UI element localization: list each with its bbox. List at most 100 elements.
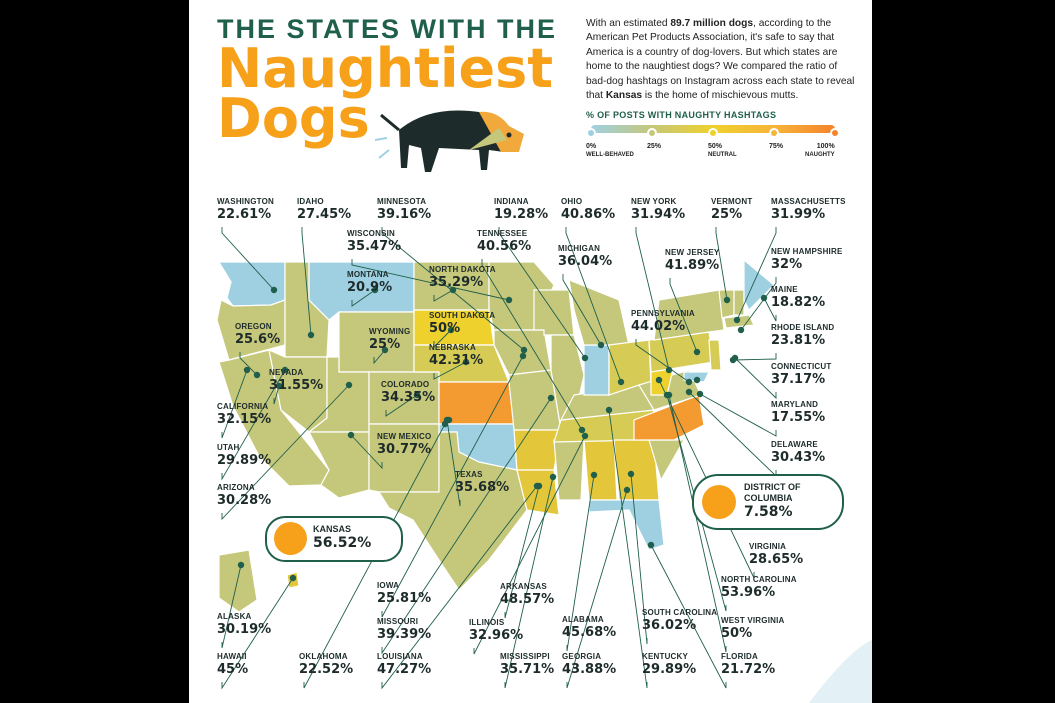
state-name: MARYLAND [771,400,819,409]
paw-icon [547,394,555,402]
paw-icon [520,346,528,354]
state-value: 35.47% [347,239,402,254]
state-label: VERMONT 25% [711,197,752,222]
state-name: PENNSYLVANIA [631,309,695,318]
legend-tick-label: 25% [647,143,662,150]
state-value: 27.45% [297,207,352,222]
state-name: VERMONT [711,197,753,206]
state-label: MONTANA 20.9% [347,270,392,295]
state-label: NEBRASKA 42.31% [429,343,483,368]
state-name: INDIANA [494,197,529,206]
dc-callout-name: DISTRICT OF COLUMBIA [744,482,801,503]
state-name: NEBRASKA [429,343,476,352]
legend-title: % OF POSTS WITH NAUGHTY HASHTAGS [586,110,777,120]
leader-line [385,394,418,417]
paw-icon [647,541,655,549]
leader-line [433,361,467,380]
state-label: KENTUCKY 29.89% [642,652,696,677]
state-label: VIRGINIA 28.65% [749,542,803,567]
paw-icon [760,294,768,302]
state-name: RHODE ISLAND [771,323,835,332]
dog-illustration [374,110,524,172]
paw-icon [519,352,527,360]
leader-line [732,353,777,361]
legend-tick-marker [647,128,657,138]
state-name: MICHIGAN [558,244,601,253]
state-label: IOWA 25.81% [377,581,431,606]
state-name: KENTUCKY [642,652,689,661]
infographic-poster: THE STATES WITH THE Naughtiest Dogs With… [189,0,872,703]
state-name: MINNESOTA [377,197,427,206]
leader-line [381,355,524,618]
leader-line [221,577,294,690]
state-label: IDAHO 27.45% [297,197,351,222]
state-value: 32.96% [469,628,524,643]
state-name: WYOMING [369,327,411,336]
kansas-callout-name: KANSAS [313,524,352,534]
leader-line [736,227,777,321]
state-label: ALASKA 30.19% [217,612,271,637]
state-label: NORTH DAKOTA 35.29% [429,265,496,290]
paw-icon [693,376,701,384]
state-name: NORTH CAROLINA [721,575,797,584]
state-value: 19.28% [494,207,549,222]
state-label: UTAH 29.89% [217,443,271,468]
title-line-1: THE STATES WITH THE [217,14,557,44]
paw-icon [462,358,470,366]
map-new-jersey [708,339,722,371]
leader-line [221,369,248,439]
state-name: MAINE [771,285,798,294]
state-name: CALIFORNIA [217,402,269,411]
leader-line [303,423,446,689]
state-label: CONNECTICUT 37.17% [771,362,831,387]
paw-icon [347,431,355,439]
leader-line [498,227,586,359]
state-label: FLORIDA 21.72% [721,652,775,677]
state-label: MASSACHUSETTS 31.99% [771,197,846,222]
leader-line [688,391,777,478]
state-label: NEVADA 31.55% [269,368,323,393]
paw-icon [447,326,455,334]
leader-line [301,227,312,336]
leader-line [630,473,648,645]
state-value: 35.68% [455,480,510,495]
map-shapes [216,258,775,613]
state-label: NEW HAMPSHIRE 32% [771,247,843,272]
state-label: ARIZONA 30.28% [217,483,271,508]
state-value: 45.68% [562,625,617,640]
state-label: MISSOURI 39.39% [377,617,431,642]
state-label: ARKANSAS 48.57% [500,582,554,607]
state-name: ARIZONA [217,483,255,492]
us-map [216,227,872,703]
state-value: 36.02% [642,618,697,633]
leader-line [566,474,595,652]
leader-line [504,476,554,689]
map-alaska [218,549,258,613]
state-label: MINNESOTA 39.16% [377,197,431,222]
leader-line [473,435,586,655]
state-value: 28.65% [749,552,804,567]
state-label: OREGON 25.6% [235,322,280,347]
state-label: NEW JERSEY 41.89% [665,248,719,273]
state-value: 39.16% [377,207,432,222]
state-value: 18.82% [771,295,826,310]
paw-icon [597,341,605,349]
state-label: WASHINGTON 22.61% [217,197,274,222]
paw-icon [685,388,693,396]
state-label: MICHIGAN 36.04% [558,244,612,269]
paw-icon [623,486,631,494]
state-value: 22.52% [299,662,354,677]
state-value: 20.9% [347,280,393,295]
paw-icon [590,471,598,479]
state-label: ILLINOIS 32.96% [469,618,523,643]
paw-icon [533,482,541,490]
map-indiana [583,344,610,396]
map-michigan [568,279,630,346]
state-value: 21.72% [721,662,776,677]
state-label: ALABAMA 45.68% [562,615,616,640]
state-label: NEW YORK 31.94% [631,197,685,222]
state-name: GEORGIA [562,652,602,661]
state-value: 35.71% [500,662,555,677]
paw-icon [289,574,297,582]
leader-line [608,409,648,689]
